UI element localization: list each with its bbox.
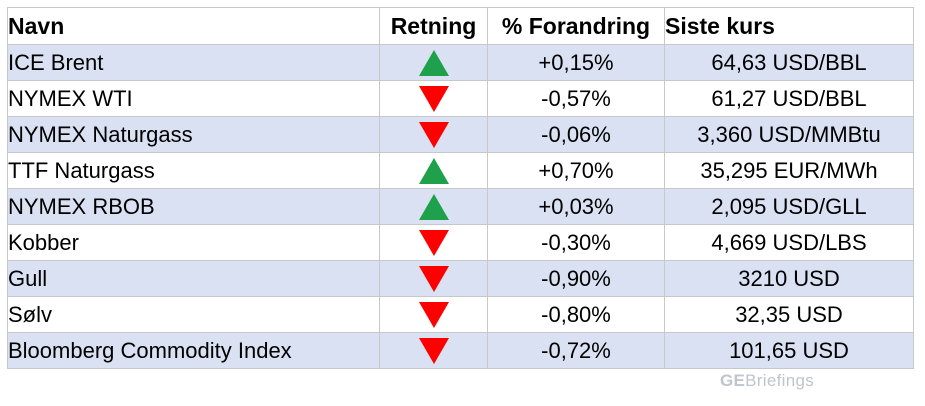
row-direction (379, 224, 488, 261)
table-row: TTF Naturgass +0,70% 35,295 EUR/MWh (7, 152, 914, 189)
row-direction (379, 296, 488, 333)
row-price: 101,65 USD (664, 332, 914, 369)
row-name: NYMEX WTI (7, 80, 380, 117)
row-price: 4,669 USD/LBS (664, 224, 914, 261)
row-change: +0,15% (487, 44, 665, 81)
row-price: 3210 USD (664, 260, 914, 297)
row-price: 35,295 EUR/MWh (664, 152, 914, 189)
header-direction: Retning (379, 7, 488, 45)
row-direction (379, 152, 488, 189)
row-name: NYMEX RBOB (7, 188, 380, 225)
triangle-down-icon (418, 302, 449, 329)
row-direction (379, 332, 488, 369)
table-row: Sølv -0,80% 32,35 USD (7, 296, 914, 333)
table-row: Kobber -0,30% 4,669 USD/LBS (7, 224, 914, 261)
triangle-down-icon (418, 230, 449, 257)
table-row: NYMEX Naturgass -0,06% 3,360 USD/MMBtu (7, 116, 914, 153)
watermark-prefix: GE (720, 371, 746, 390)
row-change: +0,70% (487, 152, 665, 189)
header-price: Siste kurs (664, 7, 914, 45)
table-row: NYMEX RBOB +0,03% 2,095 USD/GLL (7, 188, 914, 225)
row-price: 3,360 USD/MMBtu (664, 116, 914, 153)
row-name: Sølv (7, 296, 380, 333)
table-body: ICE Brent +0,15% 64,63 USD/BBL NYMEX WTI -0,… (7, 44, 914, 369)
row-change: +0,03% (487, 188, 665, 225)
row-change: -0,80% (487, 296, 665, 333)
row-direction (379, 260, 488, 297)
triangle-down-icon (418, 266, 449, 293)
row-direction (379, 80, 488, 117)
triangle-up-icon (418, 194, 449, 221)
row-name: Gull (7, 260, 380, 297)
table-row: Gull -0,90% 3210 USD (7, 260, 914, 297)
table-row: NYMEX WTI -0,57% 61,27 USD/BBL (7, 80, 914, 117)
commodities-table: Navn Retning % Forandring Siste kurs ICE… (7, 7, 914, 369)
header-change: % Forandring (487, 7, 665, 45)
row-name: Kobber (7, 224, 380, 261)
row-name: Bloomberg Commodity Index (7, 332, 380, 369)
row-name: NYMEX Naturgass (7, 116, 380, 153)
watermark-suffix: Briefings (745, 371, 815, 390)
row-change: -0,57% (487, 80, 665, 117)
row-name: ICE Brent (7, 44, 380, 81)
triangle-up-icon (418, 50, 449, 77)
header-name: Navn (7, 7, 380, 45)
row-price: 2,095 USD/GLL (664, 188, 914, 225)
row-price: 61,27 USD/BBL (664, 80, 914, 117)
row-price: 64,63 USD/BBL (664, 44, 914, 81)
row-change: -0,06% (487, 116, 665, 153)
row-change: -0,72% (487, 332, 665, 369)
table-header-row: Navn Retning % Forandring Siste kurs (7, 7, 914, 45)
row-change: -0,90% (487, 260, 665, 297)
row-change: -0,30% (487, 224, 665, 261)
triangle-down-icon (418, 122, 449, 149)
row-name: TTF Naturgass (7, 152, 380, 189)
table-row: ICE Brent +0,15% 64,63 USD/BBL (7, 44, 914, 81)
watermark-logo: GEBriefings (720, 371, 814, 391)
row-price: 32,35 USD (664, 296, 914, 333)
triangle-up-icon (418, 158, 449, 185)
triangle-down-icon (418, 338, 449, 365)
row-direction (379, 44, 488, 81)
table-row: Bloomberg Commodity Index -0,72% 101,65 US… (7, 332, 914, 369)
triangle-down-icon (418, 86, 449, 113)
row-direction (379, 188, 488, 225)
row-direction (379, 116, 488, 153)
